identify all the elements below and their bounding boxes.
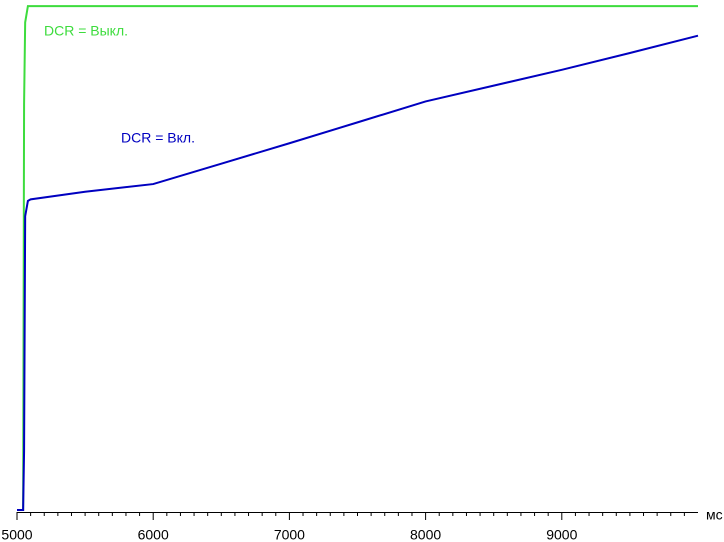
x-tick-label: 6000 [138,527,169,542]
x-tick-label: 8000 [410,527,441,542]
x-tick-label: 7000 [274,527,305,542]
x-tick-label: 9000 [546,527,577,542]
x-tick-label: 5000 [1,527,32,542]
series-label: DCR = Выкл. [44,23,128,39]
series-label: DCR = Вкл. [121,130,195,146]
x-axis-label: мс [706,507,723,523]
series-line [17,34,699,511]
series-line [17,5,698,511]
